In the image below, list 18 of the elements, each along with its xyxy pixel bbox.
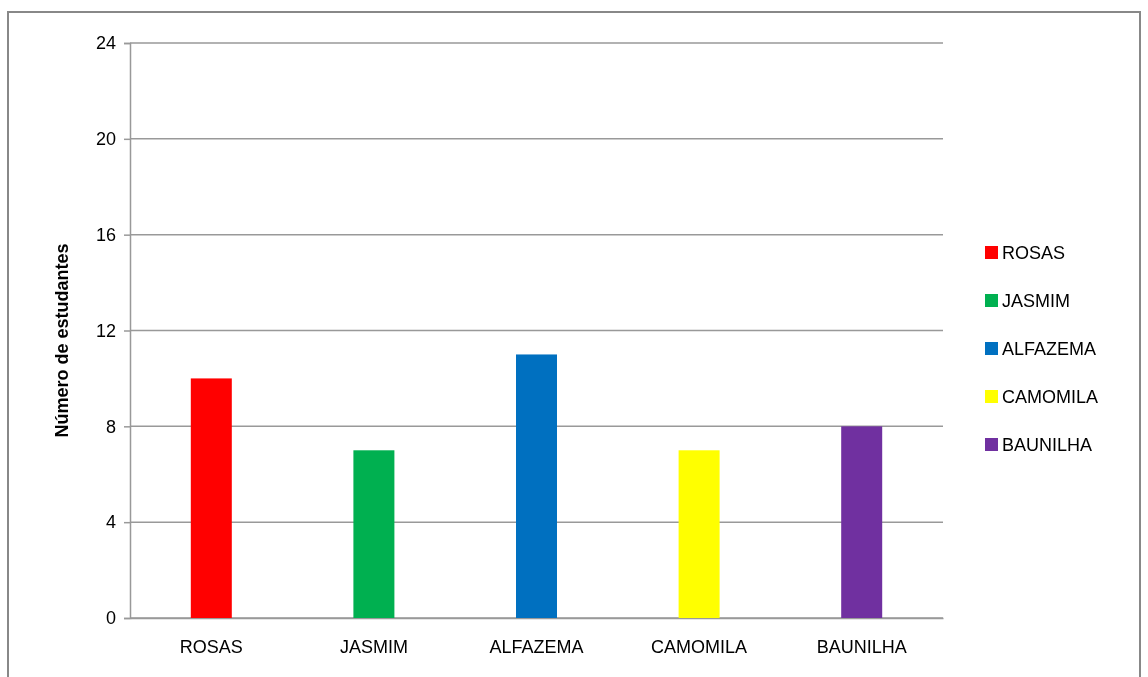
y-tick-label: 8 <box>105 416 116 437</box>
x-tick-label: JASMIM <box>339 636 408 657</box>
y-tick-label: 4 <box>105 512 116 533</box>
x-tick-label: ROSAS <box>179 636 243 657</box>
x-tick-label: CAMOMILA <box>651 636 748 657</box>
legend-label: JASMIM <box>1002 291 1071 311</box>
legend-label: BAUNILHA <box>1002 435 1093 455</box>
legend-label: CAMOMILA <box>1002 387 1099 407</box>
y-tick-label: 20 <box>95 129 116 150</box>
x-tick-label: ALFAZEMA <box>489 636 584 657</box>
y-tick-label: 24 <box>95 33 116 54</box>
y-tick-label: 12 <box>95 320 116 341</box>
y-tick-label: 0 <box>105 608 116 629</box>
y-axis-title: Número de estudantes <box>52 243 72 438</box>
legend-label: ROSAS <box>1002 243 1066 263</box>
y-tick-label: 16 <box>95 224 116 245</box>
x-tick-label: BAUNILHA <box>816 636 907 657</box>
legend-label: ALFAZEMA <box>1002 339 1097 359</box>
